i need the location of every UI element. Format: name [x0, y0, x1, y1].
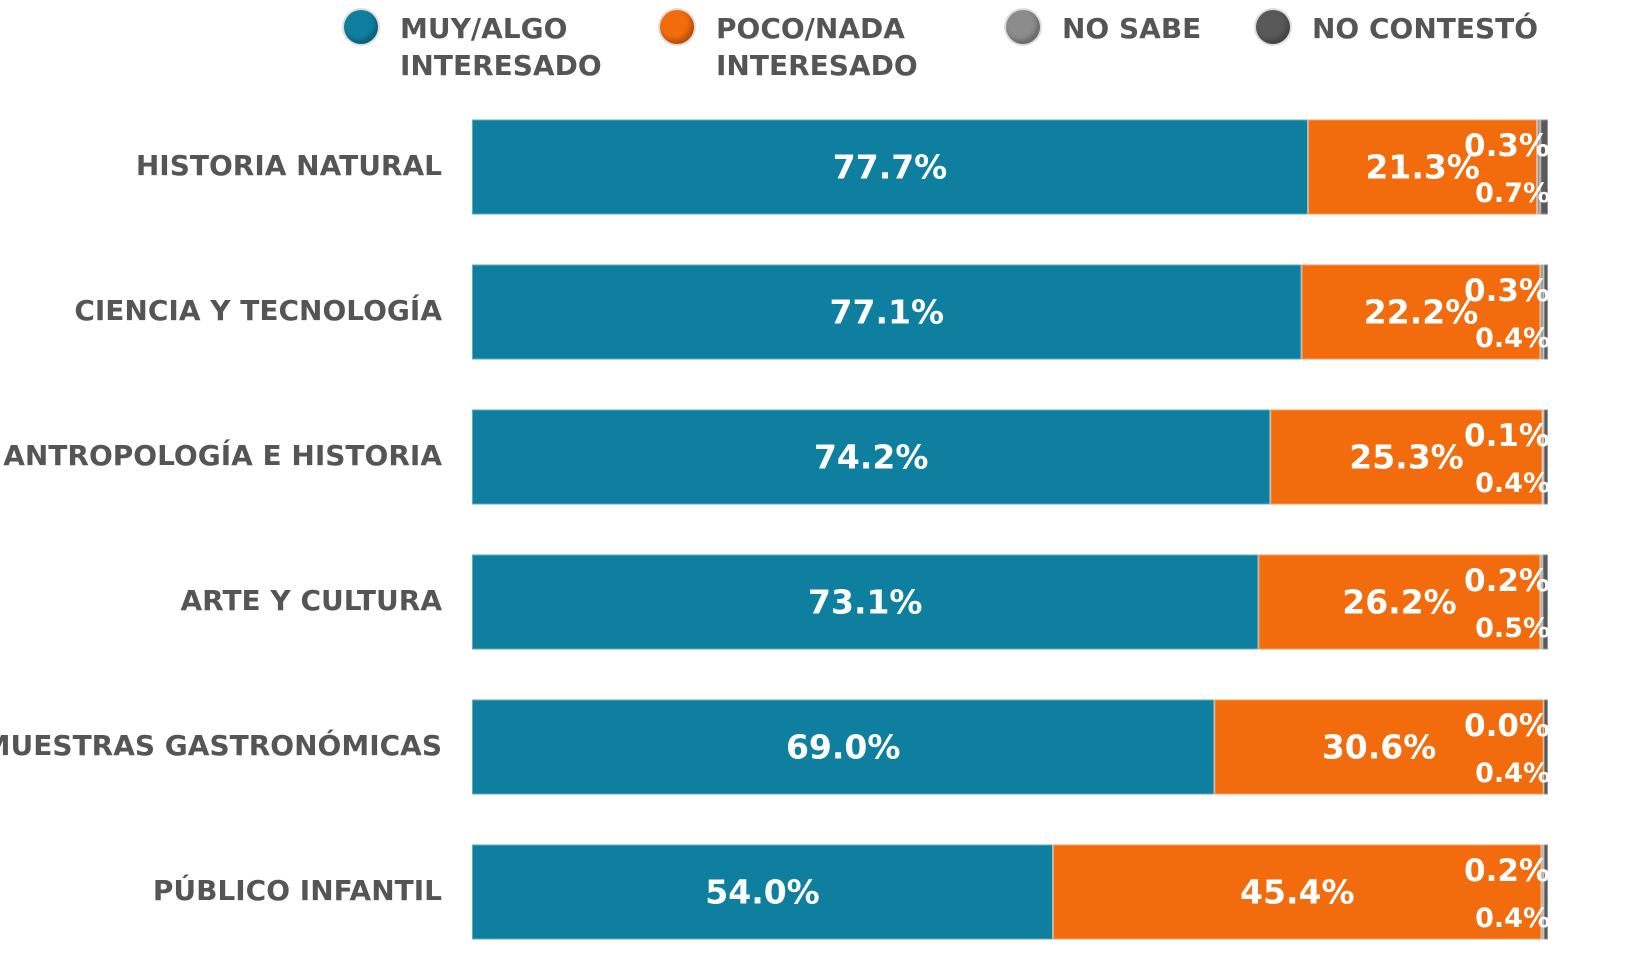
bar-segment	[1539, 118, 1550, 216]
bar-segment	[1257, 553, 1542, 651]
legend-entry: POCO/NADA INTERESADO	[660, 10, 918, 84]
category-label: ANTROPOLOGÍA E HISTORIA	[3, 438, 442, 472]
bar-segment	[1541, 553, 1549, 651]
legend-swatch	[344, 10, 378, 44]
bar-segment	[471, 698, 1216, 796]
category-label: PÚBLICO INFANTIL	[153, 873, 442, 907]
bar-segment	[1542, 698, 1550, 796]
data-label: 0.7%	[1475, 178, 1550, 209]
data-label: 0.3%	[1464, 128, 1550, 164]
data-label: 26.2%	[1342, 583, 1457, 622]
legend-swatch	[1256, 10, 1290, 44]
bar-segment	[1542, 408, 1550, 506]
data-label: 0.4%	[1475, 323, 1550, 354]
data-label: 77.7%	[833, 148, 948, 187]
data-label: 22.2%	[1364, 293, 1479, 332]
data-label: 21.3%	[1365, 148, 1480, 187]
data-label: 45.4%	[1240, 873, 1355, 912]
legend-swatch	[1006, 10, 1040, 44]
legend-entry: NO CONTESTÓ	[1256, 10, 1612, 47]
bar-segment	[471, 843, 1055, 941]
data-label: 73.1%	[808, 583, 923, 622]
data-label: 30.6%	[1322, 728, 1437, 767]
data-label: 69.0%	[786, 728, 901, 767]
bar-segment	[471, 408, 1272, 506]
data-label: 77.1%	[830, 293, 945, 332]
data-label: 0.2%	[1464, 853, 1550, 889]
bar-segment	[1542, 263, 1550, 361]
data-label: 0.0%	[1464, 708, 1550, 744]
bar-segment	[471, 553, 1260, 651]
category-label: MUESTRAS GASTRONÓMICAS	[0, 728, 442, 762]
data-label: 0.2%	[1464, 563, 1550, 599]
data-label: 0.4%	[1475, 758, 1550, 789]
data-label: 74.2%	[814, 438, 929, 477]
category-label: ARTE Y CULTURA	[180, 584, 442, 617]
bar-segment	[1307, 118, 1539, 216]
legend-label: NO SABE	[1062, 12, 1202, 45]
data-label: 0.1%	[1464, 418, 1550, 454]
legend-label: MUY/ALGO INTERESADO	[400, 12, 602, 82]
legend-label: NO CONTESTÓ	[1312, 12, 1539, 45]
legend-entry: NO SABE	[1006, 10, 1362, 47]
category-label: CIENCIA Y TECNOLOGÍA	[74, 293, 442, 327]
legend-entry: MUY/ALGO INTERESADO	[344, 10, 602, 84]
data-label: 54.0%	[705, 873, 820, 912]
data-label: 0.3%	[1464, 273, 1550, 309]
bar-segment	[1300, 263, 1542, 361]
data-label: 25.3%	[1349, 438, 1464, 477]
category-label: HISTORIA NATURAL	[136, 149, 442, 182]
bar-segment	[1052, 843, 1543, 941]
legend-label: POCO/NADA INTERESADO	[716, 12, 918, 82]
bar-segment	[471, 118, 1310, 216]
bar-segment	[1542, 843, 1550, 941]
legend-swatch	[660, 10, 694, 44]
bar-segment	[1540, 843, 1545, 941]
data-label: 0.4%	[1475, 903, 1550, 934]
bar-segment	[1213, 698, 1545, 796]
data-label: 0.5%	[1475, 613, 1550, 644]
bar-segment	[1269, 408, 1544, 506]
bar-segment	[471, 263, 1303, 361]
data-label: 0.4%	[1475, 468, 1550, 499]
